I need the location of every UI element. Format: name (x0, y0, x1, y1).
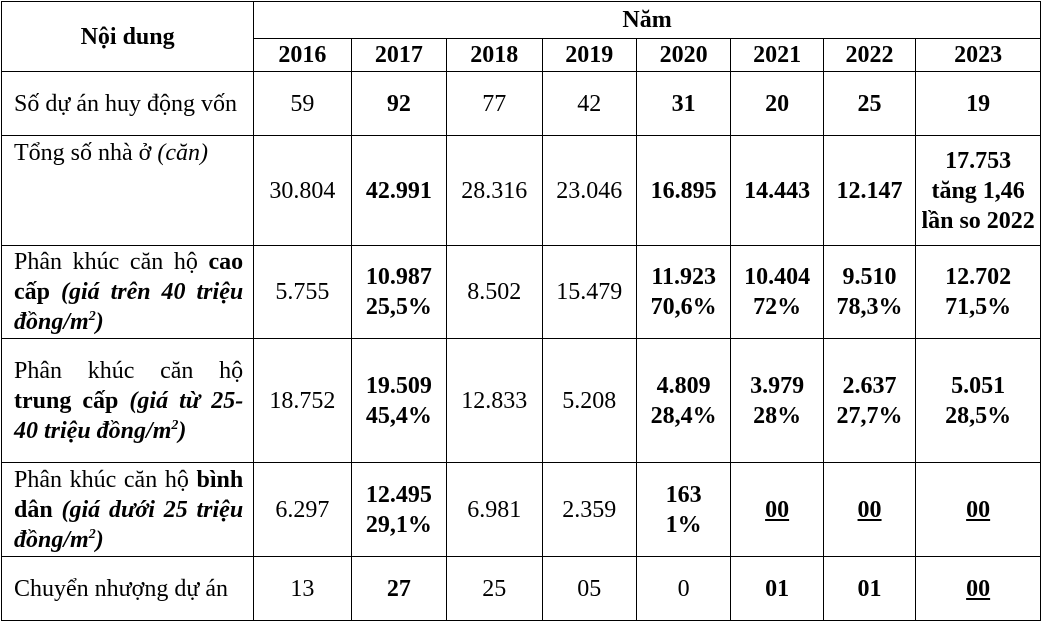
cell-value: 31 (635, 71, 732, 136)
cell-value: 14.443 (730, 135, 824, 246)
cell-value: 01 (822, 556, 917, 621)
cell-value: 12.833 (446, 338, 543, 463)
row-label-total-housing: Tổng số nhà ở (căn) (0, 135, 255, 246)
cell-value: 12.702 71,5% (915, 245, 1041, 339)
row-label-affordable-segment: Phân khúc căn hộ bình dân (giá dưới 25 t… (0, 462, 255, 557)
cell-value: 11.923 70,6% (635, 245, 732, 339)
table-row: Số dự án huy động vốn 59 92 77 42 31 20 … (0, 71, 1041, 136)
cell-value: 2.359 (541, 462, 637, 557)
cell-value: 12.147 (822, 135, 917, 246)
row-label-projects-raising-capital: Số dự án huy động vốn (0, 71, 255, 136)
cell-value: 5.051 28,5% (915, 338, 1041, 463)
cell-value: 28.316 (446, 135, 543, 246)
cell-value: 25 (822, 71, 917, 136)
year-2019: 2019 (541, 38, 637, 72)
cell-value: 42.991 (350, 135, 448, 246)
header-content-label: Nội dung (0, 1, 255, 72)
cell-value: 23.046 (541, 135, 637, 246)
cell-value: 0 (635, 556, 732, 621)
cell-value: 8.502 (446, 245, 543, 339)
cell-value: 5.755 (253, 245, 352, 339)
year-2016: 2016 (253, 38, 352, 72)
table-row: Phân khúc căn hộ trung cấp (giá từ 25-40… (0, 338, 1041, 463)
cell-value: 01 (730, 556, 824, 621)
cell-value: 42 (541, 71, 637, 136)
year-2021: 2021 (730, 38, 824, 72)
cell-value: 92 (350, 71, 448, 136)
cell-value: 9.510 78,3% (822, 245, 917, 339)
cell-value: 77 (446, 71, 543, 136)
table-row: Chuyển nhượng dự án 13 27 25 05 0 01 01 … (0, 556, 1041, 621)
table-row: Phân khúc căn hộ bình dân (giá dưới 25 t… (0, 462, 1041, 557)
cell-value: 25 (446, 556, 543, 621)
year-2020: 2020 (635, 38, 732, 72)
year-2023: 2023 (915, 38, 1041, 72)
cell-value: 4.809 28,4% (635, 338, 732, 463)
cell-value: 5.208 (541, 338, 637, 463)
table-row: Phân khúc căn hộ cao cấp (giá trên 40 tr… (0, 245, 1041, 339)
cell-value: 15.479 (541, 245, 637, 339)
cell-value: 17.753 tăng 1,46 lần so 2022 (915, 135, 1041, 246)
cell-value: 59 (253, 71, 352, 136)
table-row: Tổng số nhà ở (căn) 30.804 42.991 28.316… (0, 135, 1041, 246)
cell-value: 13 (253, 556, 352, 621)
cell-value: 19 (915, 71, 1041, 136)
year-2018: 2018 (446, 38, 543, 72)
cell-value: 19.509 45,4% (350, 338, 448, 463)
row-label-mid-range-segment: Phân khúc căn hộ trung cấp (giá từ 25-40… (0, 338, 255, 463)
cell-value: 27 (350, 556, 448, 621)
year-2022: 2022 (822, 38, 917, 72)
header-year-group: Năm (253, 1, 1041, 39)
cell-value: 2.637 27,7% (822, 338, 917, 463)
row-label-project-transfer: Chuyển nhượng dự án (0, 556, 255, 621)
cell-value: 163 1% (635, 462, 732, 557)
cell-value: 20 (730, 71, 824, 136)
cell-value: 00 (915, 556, 1041, 621)
cell-value: 00 (822, 462, 917, 557)
cell-value: 00 (915, 462, 1041, 557)
cell-value: 6.981 (446, 462, 543, 557)
cell-value: 16.895 (635, 135, 732, 246)
cell-value: 12.495 29,1% (350, 462, 448, 557)
row-label-luxury-segment: Phân khúc căn hộ cao cấp (giá trên 40 tr… (0, 245, 255, 339)
cell-value: 3.979 28% (730, 338, 824, 463)
cell-value: 00 (730, 462, 824, 557)
year-2017: 2017 (350, 38, 448, 72)
cell-value: 10.404 72% (730, 245, 824, 339)
cell-value: 18.752 (253, 338, 352, 463)
cell-value: 10.987 25,5% (350, 245, 448, 339)
cell-value: 6.297 (253, 462, 352, 557)
cell-value: 05 (541, 556, 637, 621)
cell-value: 30.804 (253, 135, 352, 246)
